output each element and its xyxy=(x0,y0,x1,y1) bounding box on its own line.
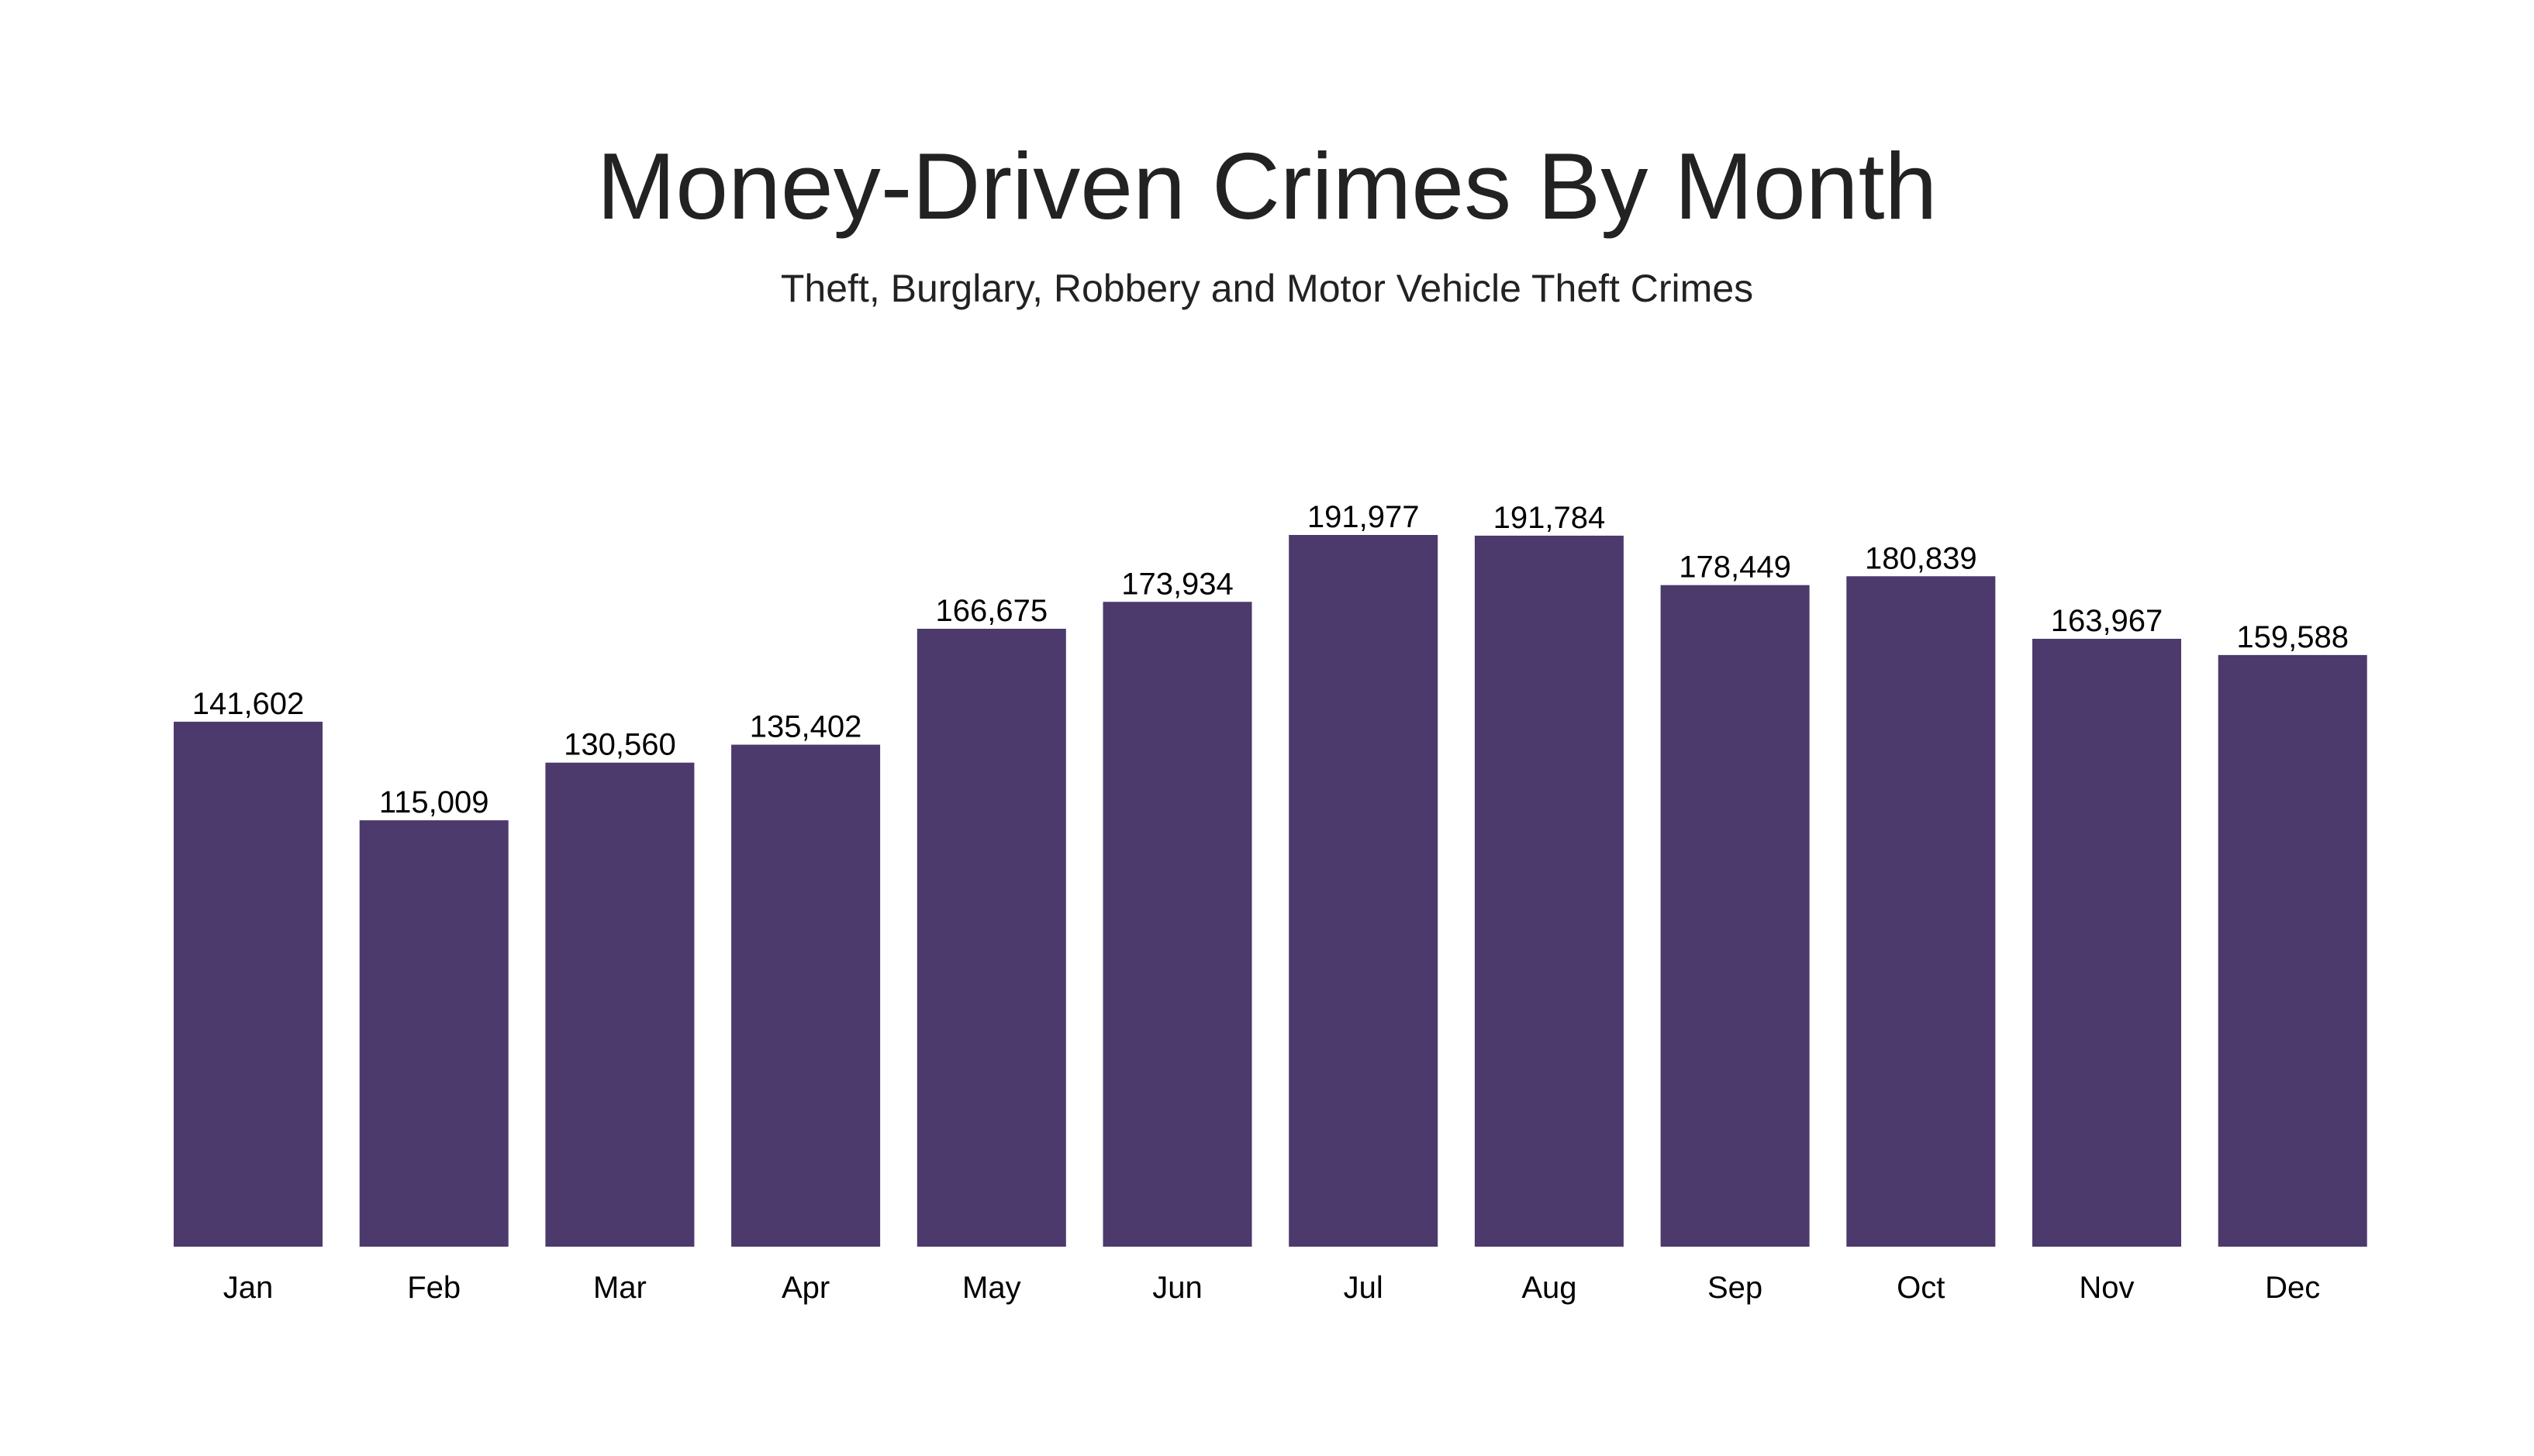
x-axis-tick-labels: Jan Feb Mar Apr May Jun Jul Aug Sep Oct Nov Dec xyxy=(223,1271,2321,1305)
bar-value-label-jan: 141,602 xyxy=(192,687,305,721)
x-tick-label-jan: Jan xyxy=(223,1271,274,1305)
bar-apr xyxy=(731,744,881,1247)
bar-nov xyxy=(2032,638,2181,1247)
bar-value-label-may: 166,675 xyxy=(936,594,1048,628)
bar-labels-group: 141,602 115,009 130,560 135,402 166,675 173,9… xyxy=(192,500,2349,819)
bar-value-label-mar: 130,560 xyxy=(564,728,676,762)
bar-value-label-oct: 180,839 xyxy=(1865,541,1977,575)
bar-may xyxy=(917,628,1066,1247)
x-tick-label-may: May xyxy=(962,1271,1021,1305)
x-tick-label-jun: Jun xyxy=(1152,1271,1203,1305)
bar-dec xyxy=(2218,654,2367,1247)
bar-value-label-feb: 115,009 xyxy=(379,785,489,819)
x-tick-label-nov: Nov xyxy=(2079,1271,2134,1305)
x-tick-label-oct: Oct xyxy=(1897,1271,1945,1305)
bar-value-label-nov: 163,967 xyxy=(2051,604,2163,638)
x-tick-label-apr: Apr xyxy=(782,1271,830,1305)
x-tick-label-jul: Jul xyxy=(1344,1271,1383,1305)
bar-sep xyxy=(1660,585,1810,1247)
bar-value-label-jun: 173,934 xyxy=(1121,567,1234,601)
bar-oct xyxy=(1846,576,1996,1247)
bar-mar xyxy=(545,762,695,1247)
bar-feb xyxy=(359,820,509,1247)
x-tick-label-mar: Mar xyxy=(593,1271,647,1305)
bar-jun xyxy=(1103,602,1252,1247)
bar-value-label-jul: 191,977 xyxy=(1307,500,1420,534)
bar-value-label-dec: 159,588 xyxy=(2236,620,2349,654)
bar-jan xyxy=(174,721,323,1247)
chart-title: Money-Driven Crimes By Month xyxy=(596,133,1938,239)
chart-subtitle: Theft, Burglary, Robbery and Motor Vehic… xyxy=(780,267,1754,310)
bar-aug xyxy=(1474,535,1624,1247)
bar-value-label-aug: 191,784 xyxy=(1493,501,1606,535)
bars-group xyxy=(174,535,2367,1247)
x-tick-label-sep: Sep xyxy=(1707,1271,1762,1305)
bar-jul xyxy=(1289,535,1438,1247)
x-tick-label-feb: Feb xyxy=(407,1271,461,1305)
bar-value-label-apr: 135,402 xyxy=(750,710,862,744)
x-tick-label-aug: Aug xyxy=(1521,1271,1576,1305)
bar-value-label-sep: 178,449 xyxy=(1679,550,1791,585)
x-tick-label-dec: Dec xyxy=(2265,1271,2320,1305)
